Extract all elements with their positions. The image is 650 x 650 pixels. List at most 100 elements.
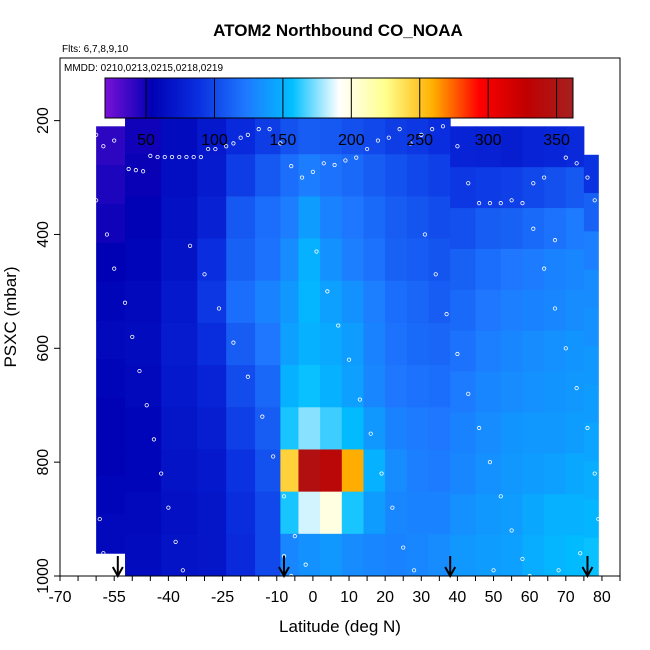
heatmap-cell <box>298 154 321 197</box>
sample-point <box>278 141 283 146</box>
heatmap-cell <box>125 196 162 240</box>
sample-point <box>321 161 326 166</box>
heatmap-cell <box>125 449 162 493</box>
x-axis-label: Latitude (deg N) <box>279 617 401 636</box>
heatmap-cell <box>475 248 502 291</box>
y-axis-label: PSXC (mbar) <box>1 266 20 367</box>
heatmap-cell <box>522 289 545 332</box>
heatmap-cell <box>255 365 281 408</box>
sample-point <box>585 425 590 431</box>
heatmap-cell <box>255 407 281 450</box>
sample-point <box>271 454 276 459</box>
heatmap-cell <box>341 280 364 324</box>
heatmap-cell <box>500 167 523 209</box>
heatmap-cell <box>226 238 256 282</box>
sample-point <box>531 181 536 186</box>
sample-point <box>144 403 149 408</box>
heatmap-cell <box>475 289 502 332</box>
heatmap-cell <box>522 208 545 250</box>
sample-point <box>433 272 438 277</box>
sample-point <box>101 551 106 556</box>
heatmap-cell <box>583 193 599 232</box>
sample-point <box>574 161 579 166</box>
heatmap-cell <box>406 365 430 408</box>
sample-point <box>191 154 196 160</box>
sample-point <box>455 351 460 357</box>
heatmap-cell <box>341 491 364 535</box>
heatmap-cell <box>406 407 430 450</box>
heatmap-cell <box>161 449 198 493</box>
sample-point <box>281 494 287 499</box>
chart-title: ATOM2 Northbound CO_NOAA <box>213 21 463 40</box>
plot-area <box>59 57 621 579</box>
sample-point <box>166 505 171 510</box>
sample-point <box>216 306 222 311</box>
sample-point <box>343 158 348 163</box>
heatmap-cell <box>341 365 364 408</box>
sample-point <box>596 516 601 522</box>
heatmap-cell <box>565 248 585 291</box>
sample-point <box>520 201 525 206</box>
sample-point <box>151 437 157 442</box>
sample-point <box>325 289 330 294</box>
heatmap-cell <box>428 322 451 366</box>
heatmap-cell <box>406 449 430 493</box>
heatmap-cell <box>298 322 321 366</box>
sample-point <box>422 232 428 237</box>
sample-point <box>148 153 153 159</box>
heatmap-cell <box>475 330 502 373</box>
sample-point <box>592 198 597 203</box>
x-tick-label: 0 <box>308 589 317 606</box>
x-tick-label: -70 <box>48 589 71 606</box>
heatmap-cell <box>363 533 386 577</box>
sample-point <box>531 226 536 231</box>
sample-point <box>112 266 117 271</box>
x-tick-label: 80 <box>593 589 611 606</box>
sample-points <box>86 112 601 579</box>
heatmap-cell <box>298 533 321 577</box>
heatmap-cell <box>280 491 299 535</box>
sample-point <box>169 154 175 160</box>
sample-point <box>256 127 261 132</box>
heatmap-cell <box>583 422 599 462</box>
heatmap-cell <box>96 514 126 554</box>
heatmap-cell <box>363 154 386 197</box>
heatmap-cell <box>450 208 476 250</box>
heatmap-cell <box>161 533 198 577</box>
sample-point <box>498 494 503 499</box>
sample-point <box>137 368 142 374</box>
heatmap-cell <box>565 371 585 413</box>
heatmap-cell <box>161 322 198 366</box>
sample-point <box>86 357 92 362</box>
heatmap-cell <box>522 248 545 291</box>
heatmap-cell <box>428 491 451 535</box>
heatmap-cell <box>544 208 567 250</box>
heatmap-cell <box>125 280 162 324</box>
heatmap-cell <box>428 365 451 408</box>
heatmap-cell <box>406 280 430 324</box>
heatmap-cell <box>450 167 476 209</box>
colorbar-bar <box>104 77 574 119</box>
heatmap-cell <box>500 412 523 454</box>
heatmap-cell <box>522 371 545 413</box>
sample-point <box>346 357 352 362</box>
sample-point <box>180 568 185 573</box>
heatmap-cell <box>450 330 476 373</box>
sample-point <box>466 391 471 396</box>
heatmap-cell <box>565 453 585 495</box>
heatmap-cell <box>522 535 545 577</box>
heatmap-cell <box>341 533 364 577</box>
heatmap-cell <box>363 196 386 240</box>
heatmap-cell <box>475 453 502 495</box>
heatmap-cell <box>320 533 343 577</box>
x-tick-label: -10 <box>265 589 288 606</box>
colorbar-tick-label: 250 <box>406 132 433 149</box>
sample-point <box>592 471 597 476</box>
heatmap-cell <box>565 289 585 332</box>
heatmap-cell <box>341 196 364 240</box>
heatmap-cell <box>320 322 343 366</box>
sample-point <box>386 135 391 140</box>
heatmap-cell <box>255 533 281 577</box>
heatmap-cell <box>385 154 408 197</box>
heatmap-cell <box>583 231 599 271</box>
